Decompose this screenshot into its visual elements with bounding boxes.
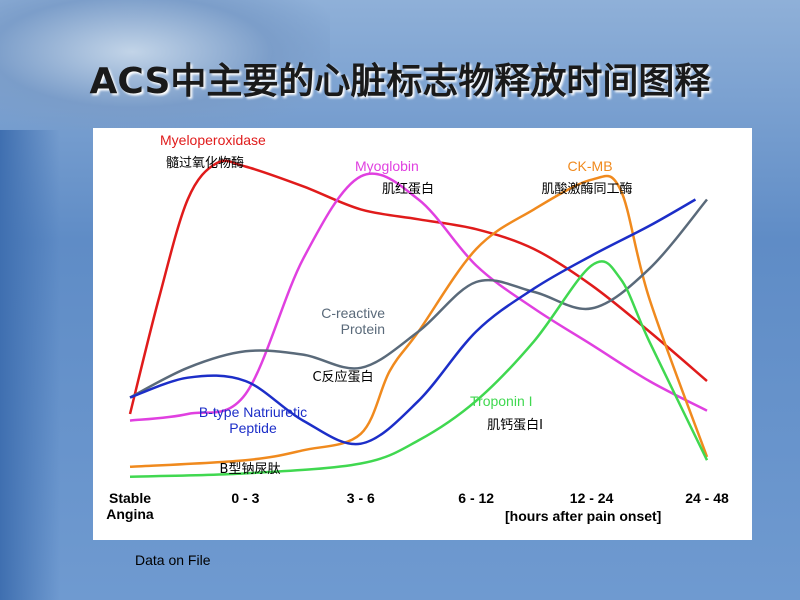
series-label: Myeloperoxidase [160, 132, 266, 148]
series-label: CK-MB [567, 158, 613, 174]
series-label-cn: C反应蛋白 [312, 370, 374, 385]
series-line [129, 260, 709, 478]
x-tick-label: 24 - 48 [685, 490, 729, 506]
series-line [129, 172, 708, 422]
series-label: C-reactive Protein [321, 305, 385, 337]
series-label-cn: 肌酸激酶同工酶 [541, 182, 633, 197]
series-label-cn: 肌钙蛋白I [487, 418, 543, 433]
x-tick-label: 12 - 24 [569, 490, 614, 506]
series-line [129, 198, 697, 446]
series-line [129, 174, 709, 469]
header-photo [0, 0, 330, 130]
series-label-cn: B型钠尿肽 [219, 462, 281, 477]
side-band [0, 130, 60, 600]
chart-panel [93, 128, 752, 540]
source-note: Data on File [135, 552, 211, 568]
series-label-cn: 肌红蛋白 [381, 182, 435, 197]
x-tick-label: Stable Angina [106, 490, 154, 522]
x-tick-label: 6 - 12 [458, 490, 495, 506]
series-line [129, 198, 708, 399]
x-tick-label: 0 - 3 [231, 490, 260, 506]
series-label: Myoglobin [355, 158, 419, 174]
series-label: Troponin I [470, 393, 533, 409]
x-tick-label: 3 - 6 [346, 490, 375, 506]
series-label-cn: 髓过氧化物酶 [165, 156, 245, 171]
series-line [128, 159, 708, 415]
series-label: B-type Natriuretic Peptide [198, 404, 308, 436]
slide-title: ACS中主要的心脏标志物释放时间图释 [89, 61, 711, 102]
x-axis-note: [hours after pain onset] [505, 508, 662, 524]
